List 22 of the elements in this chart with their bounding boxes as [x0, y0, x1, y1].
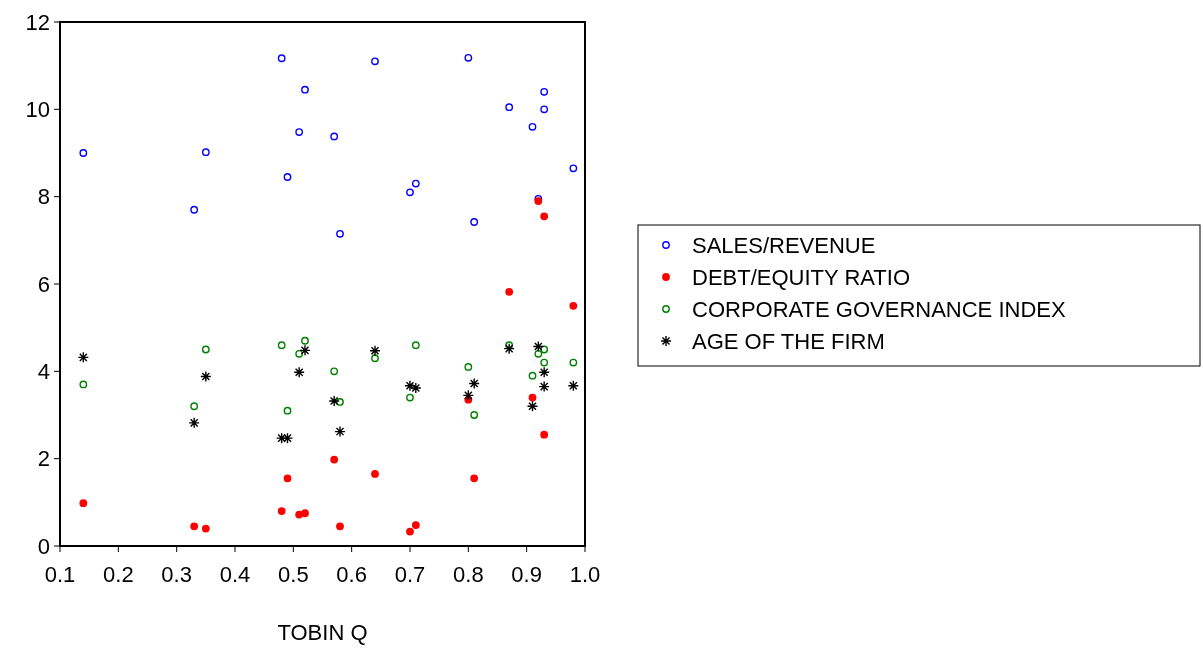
x-tick-label: 0.7 — [394, 562, 426, 587]
legend-label: AGE OF THE FIRM — [692, 328, 885, 354]
x-tick-label: 0.6 — [336, 562, 367, 587]
y-tick-label: 6 — [37, 271, 50, 297]
x-tick-label: 0.1 — [44, 562, 76, 587]
y-tick-label: 0 — [37, 533, 50, 559]
y-tick-label: 10 — [25, 97, 50, 123]
y-tick-label: 8 — [37, 184, 50, 210]
y-tick-label: 12 — [25, 9, 50, 35]
x-tick-label: 0.5 — [278, 562, 309, 587]
x-tick-label: 0.4 — [219, 562, 251, 587]
y-tick-label: 2 — [37, 446, 50, 472]
legend-label: CORPORATE GOVERNANCE INDEX — [692, 296, 1066, 322]
x-tick-label: 0.8 — [453, 562, 484, 587]
legend-label: DEBT/EQUITY RATIO — [692, 264, 910, 290]
legend-label: SALES/REVENUE — [692, 232, 876, 258]
x-tick-label: 0.2 — [103, 562, 134, 587]
y-tick-label: 4 — [37, 359, 50, 385]
x-tick-label: 0.3 — [161, 562, 192, 587]
x-tick-label: 0.9 — [511, 562, 542, 587]
x-tick-label: 1.0 — [569, 562, 601, 587]
x-axis-title: TOBIN Q — [277, 620, 368, 645]
